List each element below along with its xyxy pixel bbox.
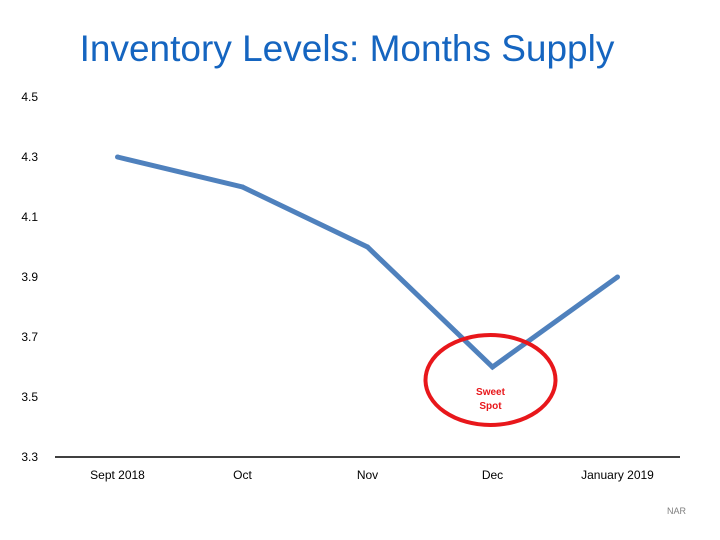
data-point	[115, 154, 120, 160]
sweet-spot-label: Sweet	[476, 387, 506, 398]
data-point	[365, 244, 370, 250]
x-tick-label: Oct	[233, 468, 252, 482]
y-tick-label: 4.3	[21, 150, 38, 164]
x-axis-ticks: Sept 2018 Oct Nov Dec January 2019	[90, 468, 654, 482]
sweet-spot-label: Spot	[479, 401, 502, 412]
data-point	[490, 364, 495, 370]
x-tick-label: Dec	[482, 468, 503, 482]
source-label: NAR	[666, 506, 686, 516]
y-axis-ticks: 3.3 3.5 3.7 3.9 4.1 4.3 4.5	[21, 90, 38, 464]
x-tick-label: Sept 2018	[90, 468, 145, 482]
x-tick-label: January 2019	[581, 468, 654, 482]
y-tick-label: 3.3	[21, 450, 38, 464]
sweet-spot-ellipse	[423, 333, 558, 427]
y-tick-label: 4.1	[21, 210, 38, 224]
data-point	[240, 184, 245, 190]
y-tick-label: 4.5	[21, 90, 38, 104]
y-tick-label: 3.7	[21, 330, 38, 344]
x-tick-label: Nov	[357, 468, 378, 482]
y-tick-label: 3.9	[21, 270, 38, 284]
data-point	[615, 274, 620, 280]
y-tick-label: 3.5	[21, 390, 38, 404]
chart-title: Inventory Levels: Months Supply	[79, 28, 615, 69]
series-line	[116, 154, 619, 371]
annotations: Sweet Spot	[423, 333, 558, 427]
